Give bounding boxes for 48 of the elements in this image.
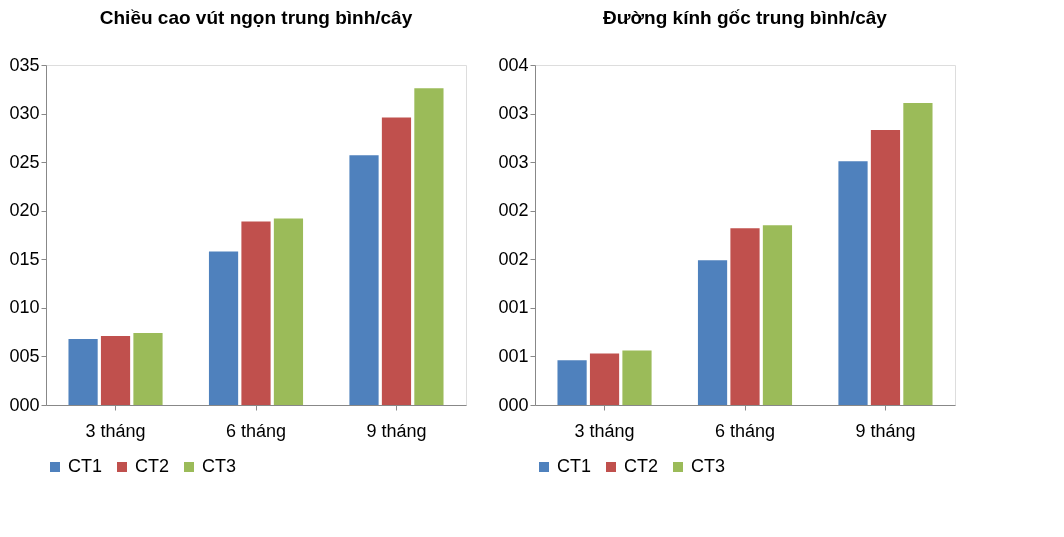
x-tick-label: 3 tháng xyxy=(85,420,146,441)
legend-label: CT1 xyxy=(68,456,103,476)
y-tick-label: 035 xyxy=(9,54,40,75)
x-tick-label: 6 tháng xyxy=(714,420,776,441)
legend-label: CT2 xyxy=(624,456,659,476)
y-tick-label: 003 xyxy=(498,103,529,124)
bar xyxy=(241,221,271,405)
bar xyxy=(730,228,760,405)
x-tick-label: 6 tháng xyxy=(225,420,287,441)
bar xyxy=(838,161,868,405)
y-tick-label: 000 xyxy=(498,394,529,415)
bar xyxy=(208,251,239,405)
legend-label: CT3 xyxy=(691,456,726,476)
bar xyxy=(903,102,933,405)
bar xyxy=(762,225,793,405)
legend-label: CT1 xyxy=(557,456,592,476)
y-tick-label: 015 xyxy=(9,248,40,269)
y-tick-label: 020 xyxy=(9,200,40,221)
bar xyxy=(622,350,652,405)
y-tick-label: 003 xyxy=(498,151,529,172)
bar xyxy=(870,130,901,405)
chart-title: Đường kính gốc trung bình/cây xyxy=(603,7,888,28)
x-tick-label: 9 tháng xyxy=(855,420,916,441)
legend-label: CT3 xyxy=(202,456,237,476)
bar xyxy=(349,155,379,405)
y-tick-label: 010 xyxy=(9,297,40,318)
y-tick-label: 001 xyxy=(498,345,529,366)
y-tick-label: 030 xyxy=(9,103,40,124)
x-tick-label: 9 tháng xyxy=(366,420,427,441)
y-tick-label: 004 xyxy=(498,54,529,75)
chart-title: Chiều cao vút ngọn trung bình/cây xyxy=(99,7,413,28)
y-tick-label: 005 xyxy=(9,345,40,366)
bar xyxy=(557,360,587,405)
bar xyxy=(414,88,444,405)
bar xyxy=(273,218,304,405)
y-tick-label: 002 xyxy=(498,248,529,269)
y-tick-label: 002 xyxy=(498,200,529,221)
legend-label: CT2 xyxy=(135,456,170,476)
bar xyxy=(697,260,728,405)
bar xyxy=(100,336,131,405)
bar xyxy=(381,117,412,405)
x-tick-label: 3 tháng xyxy=(574,420,635,441)
y-tick-label: 025 xyxy=(9,151,40,172)
bar xyxy=(589,353,620,405)
y-tick-label: 001 xyxy=(498,297,529,318)
y-tick-label: 000 xyxy=(9,394,40,415)
bar xyxy=(133,333,163,405)
bar xyxy=(68,338,98,405)
